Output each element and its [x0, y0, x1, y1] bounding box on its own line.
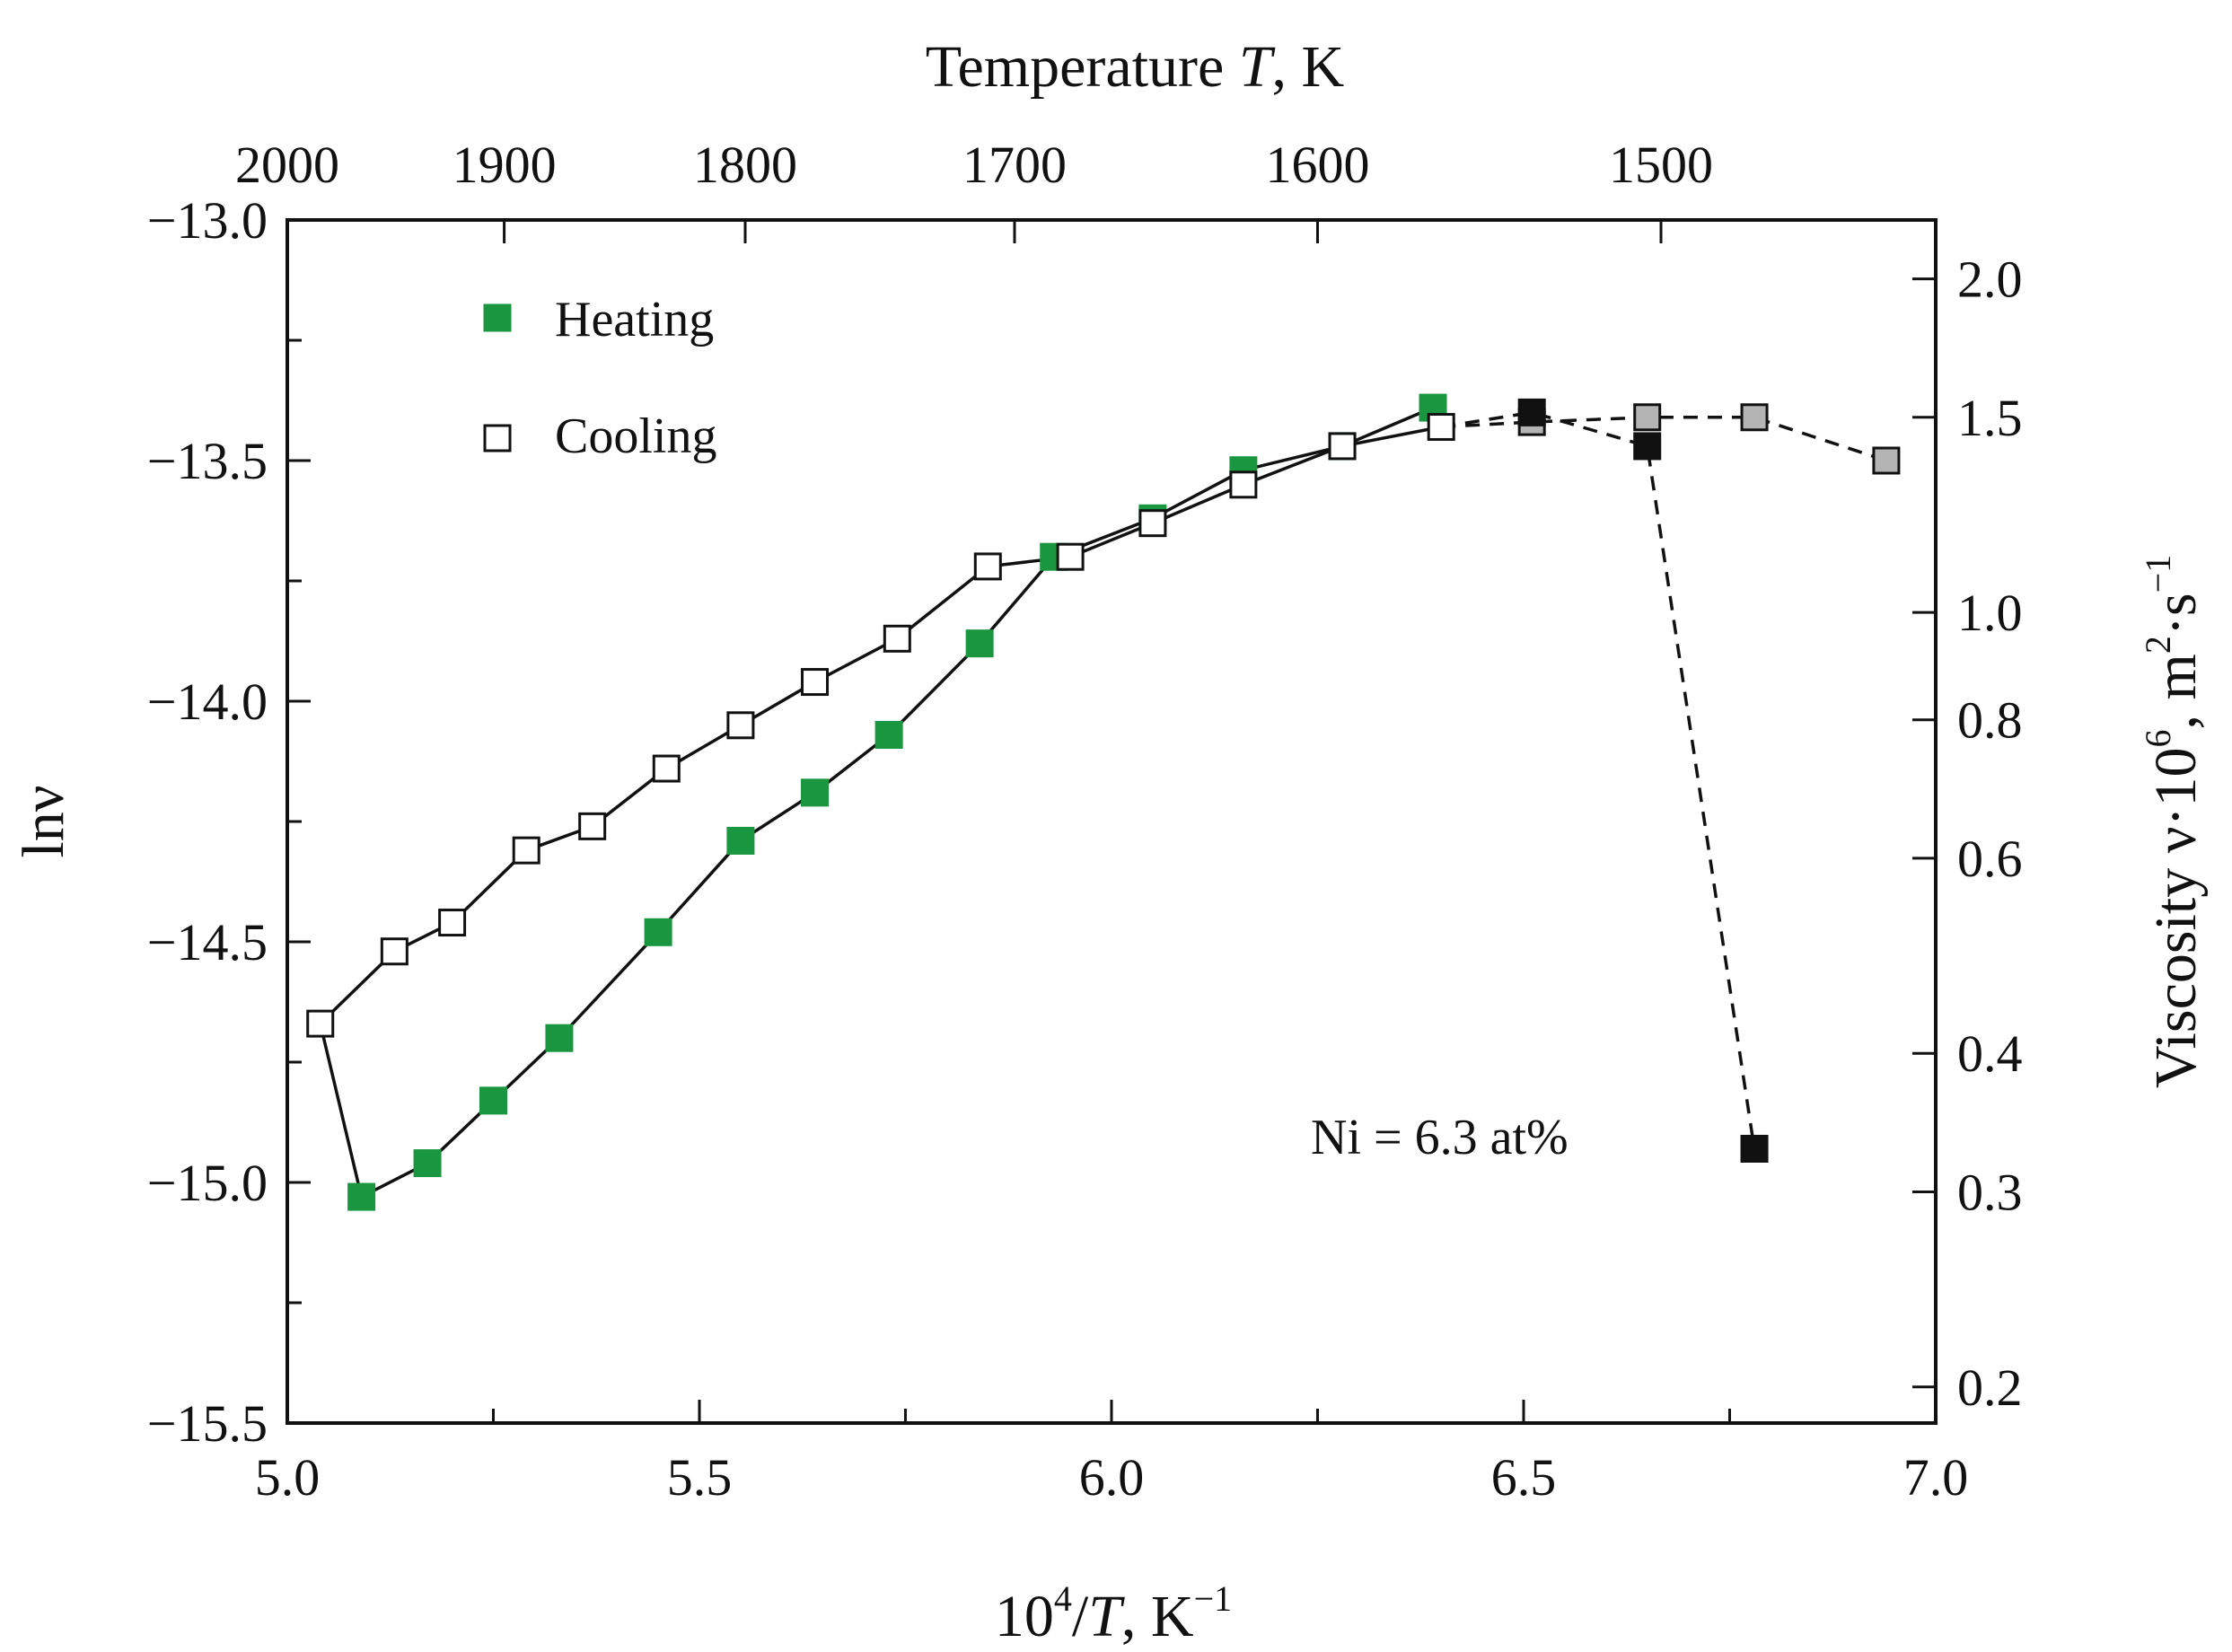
- x-title-sup2: −1: [1194, 1578, 1233, 1619]
- y-tick-label: −13.0: [147, 191, 268, 250]
- gray-dashed-line: [1441, 416, 1887, 462]
- heating-marker: [413, 1149, 442, 1178]
- y-tick-label: −15.0: [147, 1154, 268, 1212]
- right-title-mid2: ·s: [2143, 593, 2209, 636]
- black-marker: [1517, 398, 1546, 426]
- heating-marker: [965, 629, 994, 658]
- y-axis-title: lnν: [11, 785, 76, 857]
- legend-heating-label: Heating: [555, 292, 714, 347]
- top-axis-title: Temperature T, K: [926, 34, 1344, 100]
- heating-line: [318, 406, 1434, 1199]
- legend-cooling-marker: [483, 424, 512, 453]
- x-title-italic: T: [1088, 1584, 1125, 1649]
- gray-marker: [1740, 403, 1769, 432]
- gray-marker: [1633, 403, 1662, 432]
- heating-marker: [801, 778, 830, 807]
- cooling-marker: [883, 624, 911, 653]
- heating-marker: [347, 1182, 376, 1211]
- x-tick-label: 5.5: [667, 1448, 733, 1507]
- cooling-marker: [726, 711, 755, 740]
- cooling-marker: [1056, 542, 1085, 571]
- legend: Heating Cooling: [483, 292, 716, 464]
- black-dashed-line: [1440, 410, 1756, 1149]
- right-tick-label: 0.4: [1957, 1024, 2023, 1083]
- cooling-marker: [1229, 470, 1258, 499]
- top-tick-label: 1700: [962, 136, 1067, 194]
- x-tick-label: 6.5: [1491, 1448, 1557, 1507]
- top-title-post: , K: [1272, 34, 1345, 100]
- y-tick-label: −14.5: [147, 913, 268, 971]
- black-marker: [1740, 1134, 1769, 1163]
- cooling-marker: [1138, 509, 1167, 538]
- right-tick-label: 0.2: [1957, 1358, 2023, 1417]
- heating-marker: [479, 1086, 507, 1115]
- right-tick-label: 1.0: [1957, 584, 2023, 642]
- top-tick-label: 1900: [453, 136, 557, 194]
- right-title-sup2: 2: [2138, 636, 2178, 654]
- right-title-mid: , m: [2143, 654, 2209, 729]
- y-tick-label: −15.5: [147, 1394, 268, 1453]
- series-markers: [306, 393, 1901, 1211]
- right-title-pre: Viscosity ν·10: [2143, 747, 2209, 1088]
- heating-marker: [545, 1024, 574, 1052]
- x-title-sup: 4: [1054, 1578, 1072, 1619]
- top-tick-label: 1600: [1266, 136, 1370, 194]
- axis-ticks: [286, 218, 1938, 1425]
- right-title-sup1: 6: [2138, 729, 2178, 747]
- cooling-marker: [438, 909, 467, 937]
- right-title-sup3: −1: [2138, 555, 2178, 593]
- top-tick-label: 1800: [693, 136, 797, 194]
- x-title-base: 10: [995, 1584, 1054, 1649]
- legend-heating-marker: [483, 303, 512, 332]
- y-tick-label: −14.0: [147, 672, 268, 731]
- composition-annotation: Ni = 6.3 at%: [1311, 1110, 1569, 1165]
- cooling-marker: [578, 812, 607, 840]
- x-title-post: , K: [1121, 1584, 1194, 1649]
- gray-marker: [1872, 446, 1901, 475]
- heating-marker: [644, 918, 672, 946]
- right-tick-label: 0.3: [1957, 1163, 2023, 1221]
- right-tick-label: 2.0: [1957, 250, 2023, 309]
- cooling-marker: [1328, 432, 1357, 461]
- black-marker: [1633, 432, 1662, 461]
- cooling-marker: [801, 668, 830, 697]
- x-tick-label: 7.0: [1903, 1448, 1969, 1507]
- series-lines: [318, 406, 1887, 1199]
- top-tick-label: 1500: [1609, 136, 1713, 194]
- y-tick-label: −13.5: [147, 432, 268, 490]
- top-title-italic: T: [1239, 34, 1276, 100]
- right-tick-label: 0.6: [1957, 830, 2023, 888]
- heating-marker: [726, 826, 755, 855]
- cooling-marker: [973, 552, 1002, 581]
- top-tick-label: 2000: [235, 136, 339, 194]
- plot-frame: [286, 218, 1938, 1425]
- right-tick-label: 0.8: [1957, 691, 2023, 750]
- legend-cooling-label: Cooling: [555, 409, 716, 464]
- x-tick-label: 6.0: [1079, 1448, 1145, 1507]
- heating-marker: [874, 721, 903, 750]
- cooling-marker: [306, 1009, 335, 1038]
- x-tick-label: 5.0: [255, 1448, 321, 1507]
- right-tick-label: 1.5: [1957, 389, 2023, 447]
- x-axis-title: 104/T, K−1: [995, 1578, 1232, 1649]
- cooling-marker: [512, 836, 540, 865]
- cooling-marker: [1427, 412, 1455, 441]
- axis-tick-labels: 5.0 5.5 6.0 6.5 7.0 −13.0 −13.5 −14.0 −14.5 −15.0…: [147, 136, 2023, 1507]
- x-title-mid: /: [1072, 1584, 1089, 1649]
- cooling-marker: [380, 937, 409, 966]
- cooling-marker: [652, 754, 681, 783]
- right-axis-title: Viscosity ν·106, m2·s−1: [2138, 555, 2209, 1088]
- top-title-pre: Temperature: [926, 34, 1239, 100]
